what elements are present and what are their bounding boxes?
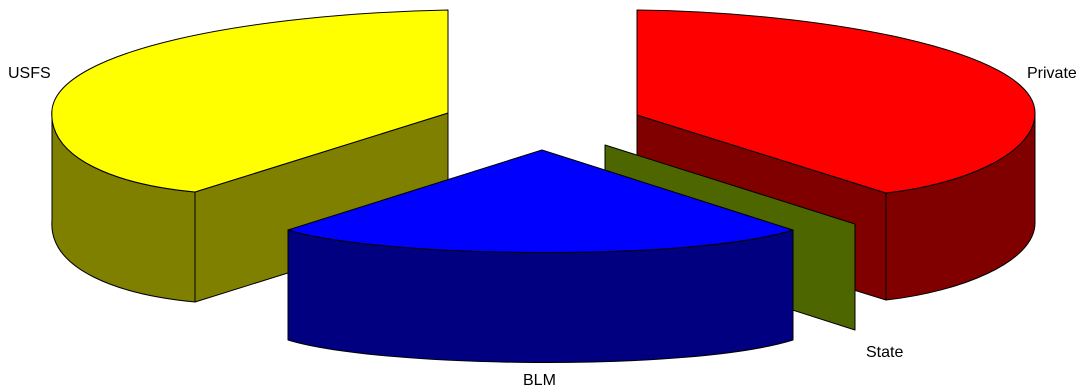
slice-blm-top [287, 149, 794, 254]
slice-blm [287, 149, 794, 364]
slice-usfs-top [51, 9, 449, 193]
label-usfs: USFS [8, 65, 51, 82]
slice-usfs [51, 9, 449, 303]
label-private: Private [1027, 65, 1077, 82]
slice-private-top [636, 9, 1036, 194]
label-state: State [866, 344, 903, 361]
label-blm: BLM [523, 372, 556, 388]
